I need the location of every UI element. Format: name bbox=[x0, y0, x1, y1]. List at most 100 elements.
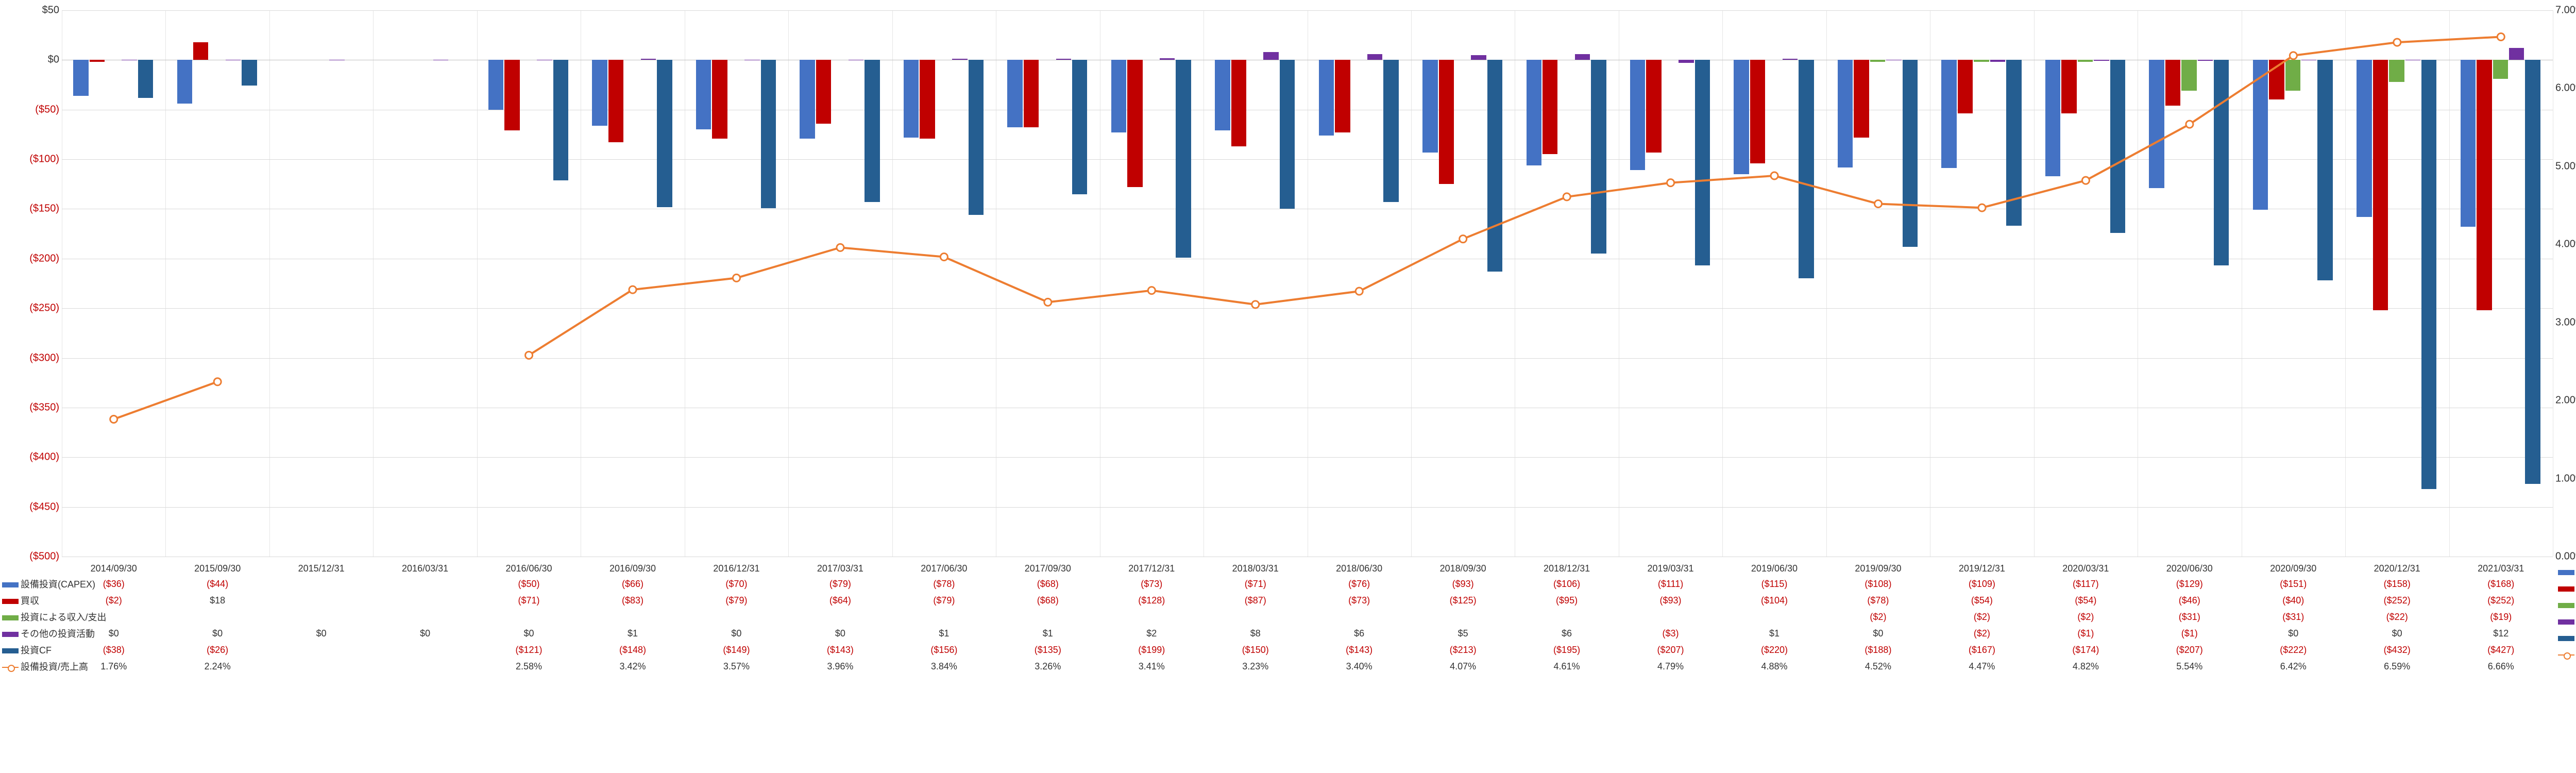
period-header: 2016/09/30 bbox=[581, 562, 684, 576]
cell-other: ($3) bbox=[1619, 625, 1722, 642]
cell-other: $12 bbox=[2449, 625, 2553, 642]
cell-ratio: 4.79% bbox=[1619, 658, 1722, 675]
cell-inv_inout: ($2) bbox=[2034, 609, 2138, 625]
row-label-ratio: 設備投資/売上高 bbox=[0, 658, 62, 675]
cell-ratio: 4.47% bbox=[1930, 658, 2033, 675]
cell-inv_inout bbox=[269, 609, 373, 625]
period-header: 2016/12/31 bbox=[685, 562, 788, 576]
period-header: 2020/03/31 bbox=[2034, 562, 2138, 576]
cell-acq: ($128) bbox=[1100, 592, 1204, 609]
cell-other: $5 bbox=[1411, 625, 1515, 642]
period-header: 2016/03/31 bbox=[373, 562, 477, 576]
cell-inv_inout bbox=[373, 609, 477, 625]
cell-ratio: 4.52% bbox=[1826, 658, 1930, 675]
cell-ratio: 4.88% bbox=[1722, 658, 1826, 675]
cell-other: $0 bbox=[2242, 625, 2345, 642]
cell-acq: ($68) bbox=[996, 592, 1099, 609]
cell-ratio: 6.42% bbox=[2242, 658, 2345, 675]
cell-inv_inout bbox=[1722, 609, 1826, 625]
cell-capex: ($71) bbox=[1204, 576, 1307, 592]
legend-item-capex: 設備投資(CAPEX) bbox=[2558, 565, 2576, 578]
cell-other: $1 bbox=[892, 625, 996, 642]
period-header: 2020/12/31 bbox=[2345, 562, 2449, 576]
cell-ratio: 3.40% bbox=[1307, 658, 1411, 675]
cell-cf: ($427) bbox=[2449, 642, 2553, 658]
cell-other: $6 bbox=[1307, 625, 1411, 642]
period-header: 2015/09/30 bbox=[165, 562, 269, 576]
cell-ratio: 2.58% bbox=[477, 658, 581, 675]
cell-acq bbox=[269, 592, 373, 609]
cell-capex bbox=[269, 576, 373, 592]
cell-other: $6 bbox=[1515, 625, 1618, 642]
cell-capex: ($129) bbox=[2138, 576, 2241, 592]
period-header: 2018/12/31 bbox=[1515, 562, 1618, 576]
cell-acq: ($95) bbox=[1515, 592, 1618, 609]
cell-cf: ($188) bbox=[1826, 642, 1930, 658]
period-header: 2017/12/31 bbox=[1100, 562, 1204, 576]
cell-acq: ($252) bbox=[2449, 592, 2553, 609]
cell-capex: ($68) bbox=[996, 576, 1099, 592]
cell-inv_inout bbox=[788, 609, 892, 625]
legend-item-cf: 投資CF bbox=[2558, 631, 2576, 644]
cell-acq: $18 bbox=[165, 592, 269, 609]
cell-capex: ($79) bbox=[788, 576, 892, 592]
cell-ratio bbox=[373, 658, 477, 675]
cell-other: $0 bbox=[2345, 625, 2449, 642]
cell-cf: ($199) bbox=[1100, 642, 1204, 658]
period-header: 2020/06/30 bbox=[2138, 562, 2241, 576]
cell-inv_inout bbox=[165, 609, 269, 625]
cell-cf: ($143) bbox=[788, 642, 892, 658]
period-header: 2017/06/30 bbox=[892, 562, 996, 576]
cell-inv_inout: ($19) bbox=[2449, 609, 2553, 625]
cell-ratio: 3.96% bbox=[788, 658, 892, 675]
period-header: 2018/09/30 bbox=[1411, 562, 1515, 576]
cell-capex: ($158) bbox=[2345, 576, 2449, 592]
cell-inv_inout bbox=[892, 609, 996, 625]
cell-other: $1 bbox=[1722, 625, 1826, 642]
cell-capex bbox=[373, 576, 477, 592]
cell-cf bbox=[373, 642, 477, 658]
period-header: 2021/03/31 bbox=[2449, 562, 2553, 576]
cell-ratio: 2.24% bbox=[165, 658, 269, 675]
period-header: 2015/12/31 bbox=[269, 562, 373, 576]
chart-plot-area: $50$0($50)($100)($150)($200)($250)($300)… bbox=[62, 10, 2553, 557]
cell-inv_inout: ($2) bbox=[1930, 609, 2033, 625]
period-header: 2018/03/31 bbox=[1204, 562, 1307, 576]
cell-capex: ($106) bbox=[1515, 576, 1618, 592]
cell-acq: ($125) bbox=[1411, 592, 1515, 609]
row-label-other: その他の投資活動 bbox=[0, 625, 62, 642]
cell-other: ($1) bbox=[2138, 625, 2241, 642]
cell-acq: ($73) bbox=[1307, 592, 1411, 609]
cell-other: $0 bbox=[269, 625, 373, 642]
cell-other: $8 bbox=[1204, 625, 1307, 642]
cell-ratio: 3.57% bbox=[685, 658, 788, 675]
cell-other: $0 bbox=[1826, 625, 1930, 642]
cell-cf: ($150) bbox=[1204, 642, 1307, 658]
cell-cf: ($195) bbox=[1515, 642, 1618, 658]
cell-acq: ($64) bbox=[788, 592, 892, 609]
cell-acq: ($40) bbox=[2242, 592, 2345, 609]
cell-ratio: 4.61% bbox=[1515, 658, 1618, 675]
ratio-line bbox=[62, 10, 2553, 557]
cell-acq: ($78) bbox=[1826, 592, 1930, 609]
cell-inv_inout bbox=[1204, 609, 1307, 625]
cell-capex: ($111) bbox=[1619, 576, 1722, 592]
cell-other: ($1) bbox=[2034, 625, 2138, 642]
cell-acq: ($2) bbox=[62, 592, 165, 609]
cell-cf: ($207) bbox=[1619, 642, 1722, 658]
cell-cf: ($121) bbox=[477, 642, 581, 658]
cell-ratio: 3.42% bbox=[581, 658, 684, 675]
data-table: 2014/09/302015/09/302015/12/312016/03/31… bbox=[0, 562, 2553, 675]
cell-capex: ($109) bbox=[1930, 576, 2033, 592]
cell-capex: ($168) bbox=[2449, 576, 2553, 592]
cell-cf: ($149) bbox=[685, 642, 788, 658]
cell-acq bbox=[373, 592, 477, 609]
legend-item-inv_inout: 投資による収入/支出 bbox=[2558, 598, 2576, 611]
cell-ratio: 3.23% bbox=[1204, 658, 1307, 675]
cell-cf bbox=[269, 642, 373, 658]
cell-acq: ($104) bbox=[1722, 592, 1826, 609]
cell-cf: ($167) bbox=[1930, 642, 2033, 658]
cell-capex: ($117) bbox=[2034, 576, 2138, 592]
cell-capex: ($66) bbox=[581, 576, 684, 592]
cell-acq: ($79) bbox=[685, 592, 788, 609]
